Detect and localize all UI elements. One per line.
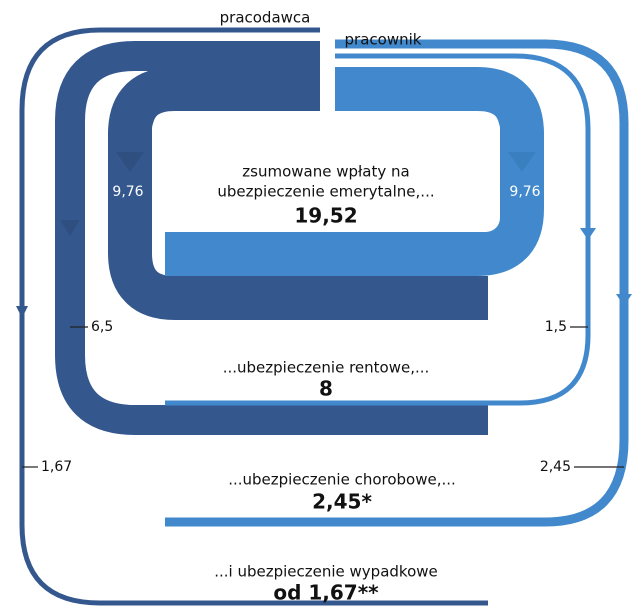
center-panel <box>152 115 500 232</box>
employee-sickness-flow <box>165 39 629 527</box>
arrow <box>616 294 632 306</box>
contribution-total: 8 <box>319 377 333 401</box>
contribution-total: 19,52 <box>294 204 357 228</box>
employee-value: 9,76 <box>509 184 540 200</box>
employer-disability-flow <box>55 41 488 435</box>
contribution-name: ubezpieczenie emerytalne,... <box>217 183 434 201</box>
employer-value: 1,67 <box>41 459 72 475</box>
employer-label: pracodawca <box>220 9 311 27</box>
contribution-name: ...ubezpieczenie rentowe,... <box>223 359 430 377</box>
employee-value: 1,5 <box>545 319 567 335</box>
arrow <box>16 306 28 318</box>
contribution-name: zsumowane wpłaty na <box>242 163 409 181</box>
employee-label: pracownik <box>345 31 422 49</box>
employer-value: 9,76 <box>112 184 143 200</box>
employer-value: 6,5 <box>91 319 113 335</box>
arrow <box>580 228 596 240</box>
contribution-name: ...ubezpieczenie chorobowe,... <box>228 471 456 489</box>
contribution-total: od 1,67** <box>273 581 379 605</box>
employee-value: 2,45 <box>540 459 571 475</box>
arrow <box>508 152 536 172</box>
contribution-name: ...i ubezpieczenie wypadkowe <box>214 563 438 581</box>
contribution-total: 2,45* <box>312 490 372 514</box>
employer-pension-flow <box>108 67 488 320</box>
arrow <box>60 220 80 236</box>
arrow <box>116 152 144 172</box>
